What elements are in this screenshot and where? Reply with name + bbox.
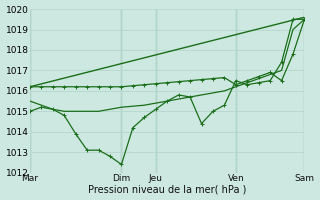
X-axis label: Pression niveau de la mer( hPa ): Pression niveau de la mer( hPa ) [88, 184, 246, 194]
